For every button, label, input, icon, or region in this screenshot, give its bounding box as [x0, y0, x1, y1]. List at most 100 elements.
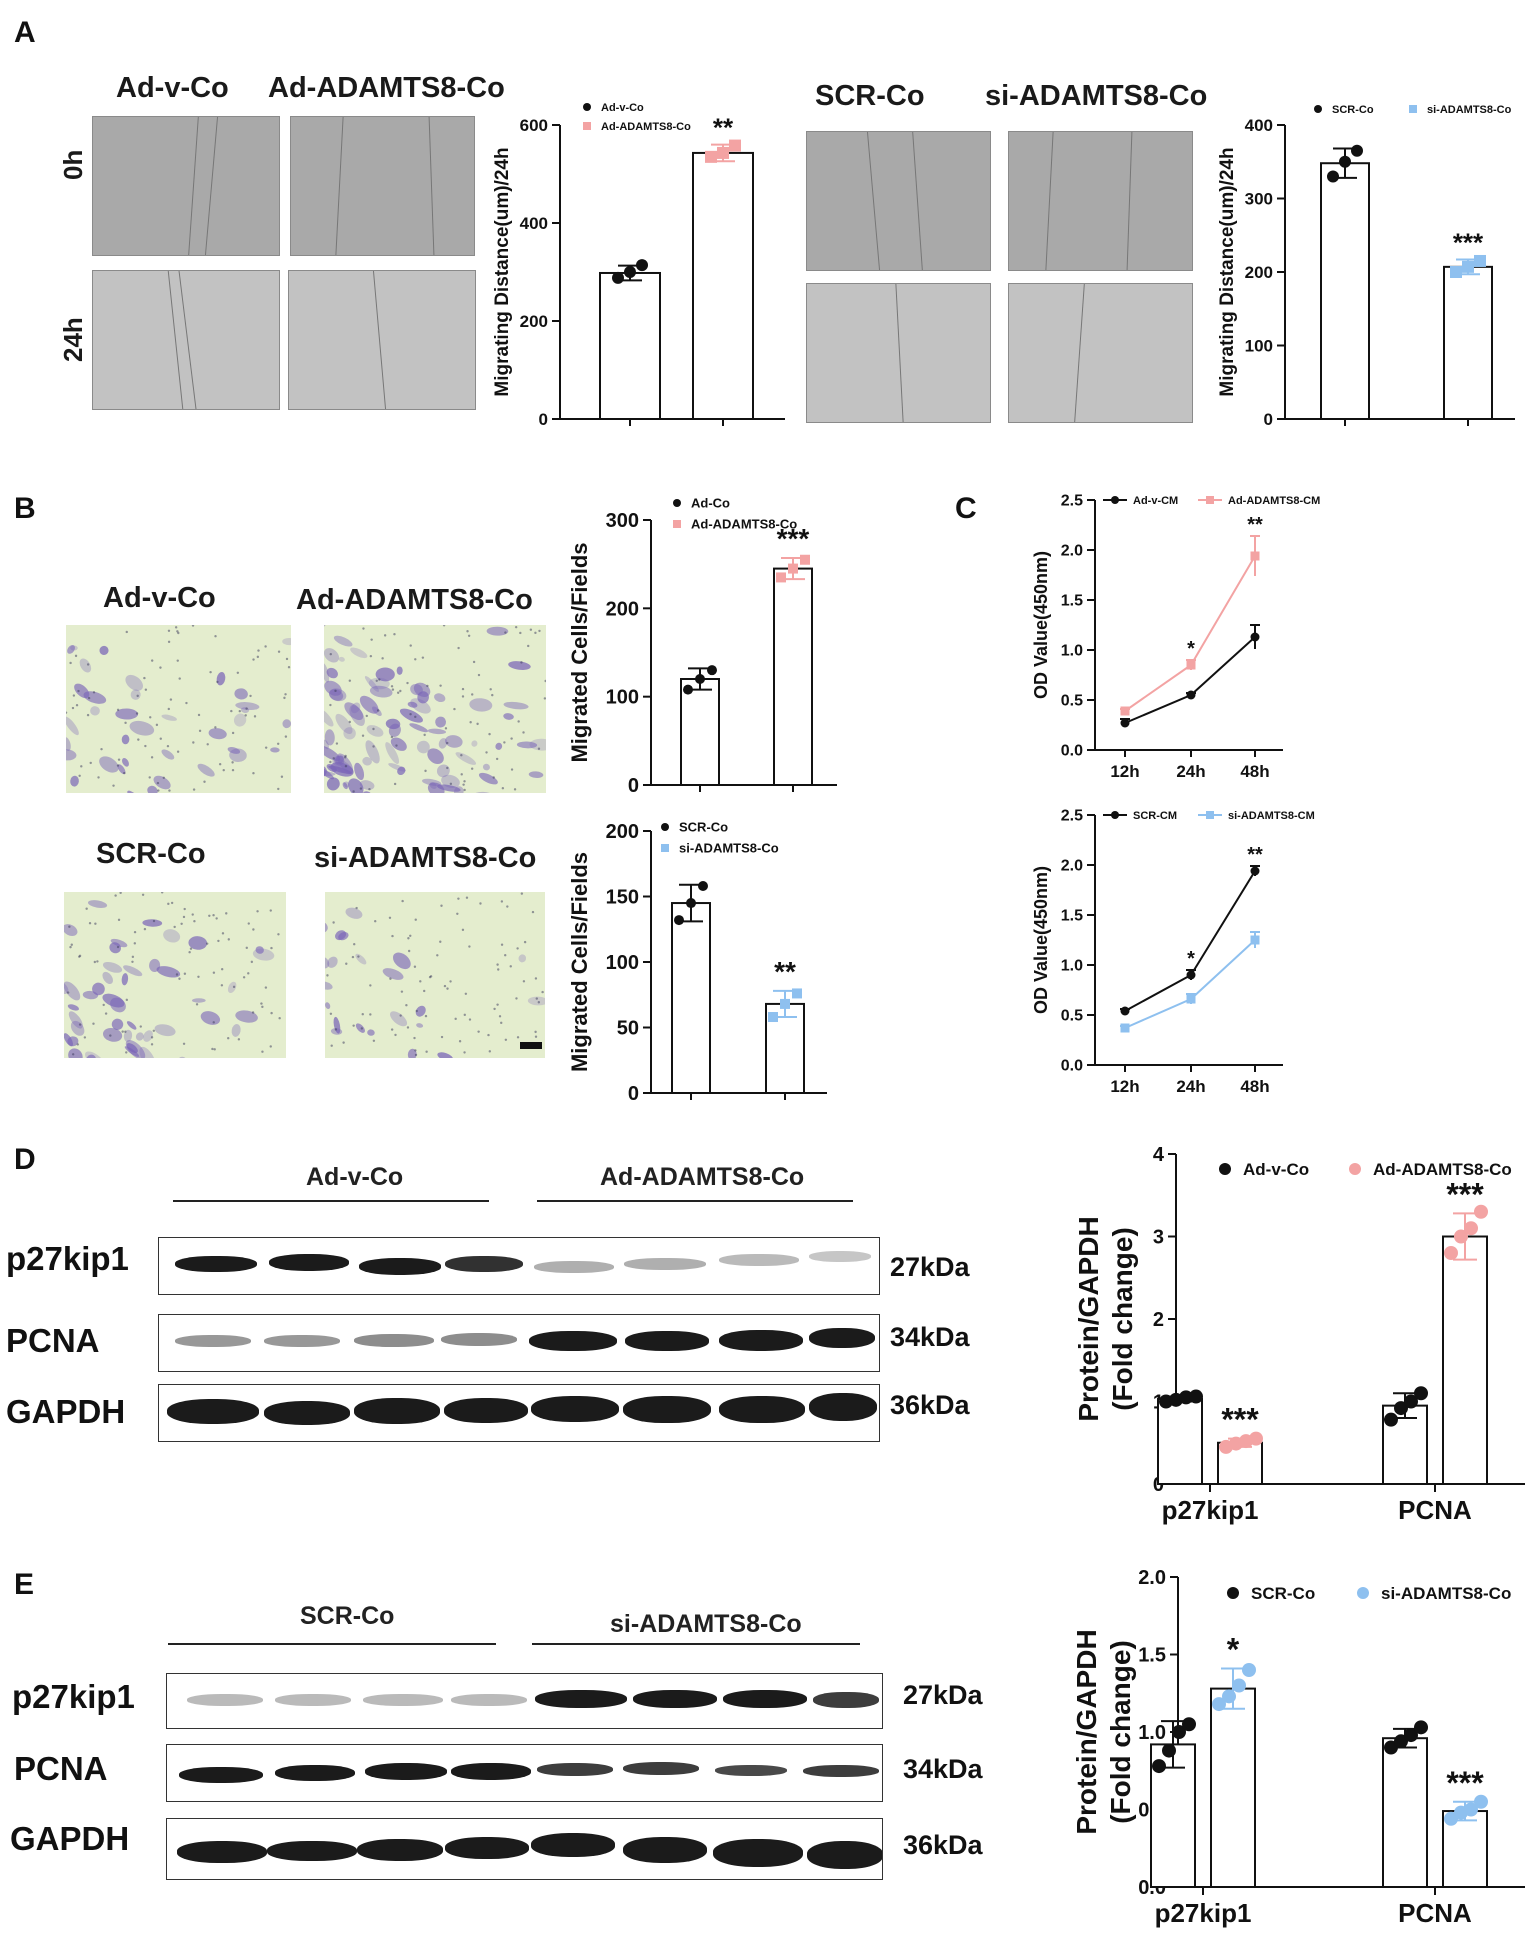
membrane-pore: [463, 780, 466, 783]
membrane-pore: [231, 761, 234, 764]
data-point: [1182, 1717, 1196, 1732]
stained-cell: [407, 1048, 417, 1058]
membrane-pore: [342, 1041, 345, 1044]
stained-cell: [344, 702, 364, 721]
y-axis-label-2: (Fold change): [1105, 1640, 1136, 1824]
membrane-pore: [183, 972, 187, 975]
membrane-pore: [414, 918, 417, 921]
membrane-pore: [189, 947, 193, 950]
stained-cell: [111, 1018, 124, 1030]
legend-label: Ad-Co: [691, 496, 730, 511]
d-kda-34: 34kDa: [890, 1322, 970, 1352]
legend-label: SCR-Co: [1251, 1584, 1315, 1603]
membrane-pore: [176, 659, 179, 662]
d-group2-bar: [537, 1200, 853, 1202]
membrane-pore: [468, 1018, 472, 1021]
data-point: [1120, 1023, 1130, 1033]
membrane-pore: [178, 977, 181, 980]
membrane-pore: [439, 940, 442, 943]
stained-cell: [416, 1023, 424, 1028]
membrane-pore: [245, 707, 248, 710]
stained-cell: [427, 782, 445, 793]
membrane-pore: [175, 973, 179, 976]
membrane-pore: [143, 676, 146, 680]
stained-cell: [434, 693, 446, 703]
data-point: [1464, 1802, 1478, 1817]
stained-cell: [435, 716, 446, 728]
panel-label-c: C: [955, 492, 977, 525]
y-tick-label: 2.0: [1061, 543, 1083, 560]
membrane-pore: [277, 933, 280, 936]
membrane-pore: [465, 896, 469, 899]
stained-cell: [445, 735, 463, 748]
membrane-pore: [523, 940, 527, 944]
y-tick-label: 0.5: [1061, 693, 1083, 710]
membrane-pore: [381, 657, 384, 660]
stained-cell: [109, 942, 121, 954]
y-tick-label: 2.5: [1061, 493, 1083, 510]
membrane-pore: [257, 649, 260, 652]
membrane-pore: [495, 757, 499, 761]
data-point: [1250, 866, 1260, 876]
membrane-pore: [75, 703, 79, 707]
stained-cell: [125, 1040, 146, 1058]
y-tick-label: 0: [1153, 1474, 1164, 1496]
membrane-pore: [173, 925, 176, 929]
panel-label-a: A: [14, 16, 36, 49]
stained-cell: [362, 756, 372, 766]
membrane-pore: [497, 968, 500, 971]
stained-cell: [227, 747, 241, 754]
y-tick-label: 2: [1153, 1309, 1164, 1331]
data-point: [1384, 1412, 1398, 1427]
membrane-pore: [244, 714, 247, 717]
scratch-image-si-24h: [1008, 283, 1193, 423]
scratch-image-ad-adamts8-0h: [290, 116, 475, 256]
stained-cell: [335, 755, 344, 764]
membrane-pore: [463, 1051, 466, 1054]
chart-b1-migrated-cells: 0 100 200 300 Migrated Cells/Fields *** Ad-Co A…: [567, 496, 837, 795]
stained-cell: [216, 672, 226, 686]
chart-a2-migrating-distance: 0 100 200 300 400 Migrating Distance(um)/24h *…: [1217, 104, 1515, 429]
membrane-pore: [477, 1030, 480, 1033]
membrane-pore: [256, 910, 259, 913]
stained-cell: [147, 785, 158, 793]
stained-cell: [415, 1005, 426, 1017]
membrane-pore: [400, 990, 404, 993]
significance-mark: ***: [1446, 1176, 1484, 1212]
membrane-pore: [472, 660, 476, 664]
membrane-pore: [393, 632, 396, 636]
membrane-pore: [208, 914, 211, 917]
membrane-pore: [277, 650, 281, 653]
stained-cell: [410, 683, 423, 696]
stained-cell: [324, 739, 329, 750]
data-point: [1232, 1678, 1246, 1693]
stained-cell: [325, 981, 333, 990]
stained-cell: [161, 714, 177, 721]
membrane-pore: [133, 930, 137, 934]
membrane-pore: [395, 744, 398, 747]
stained-cell: [115, 708, 139, 720]
membrane-pore: [198, 729, 202, 733]
scratch-image-scr-0h: [806, 131, 991, 271]
stained-cell: [416, 740, 430, 754]
stained-cell: [92, 982, 105, 996]
series-line: [1124, 870, 1256, 1012]
stained-cell: [99, 645, 109, 656]
membrane-pore: [252, 658, 255, 661]
stained-cell: [503, 701, 529, 710]
membrane-pore: [188, 951, 191, 954]
membrane-pore: [468, 945, 471, 948]
membrane-pore: [192, 741, 195, 744]
significance-mark: ***: [1221, 1402, 1259, 1438]
stained-cell: [367, 1029, 375, 1036]
data-point: [1474, 1794, 1488, 1809]
membrane-pore: [137, 738, 140, 741]
data-point: [1242, 1663, 1256, 1677]
stained-cell: [385, 742, 400, 764]
stained-cell: [87, 900, 108, 909]
y-tick-label: 100: [606, 952, 639, 974]
d-blot-pcna: [158, 1314, 880, 1372]
membrane-pore: [117, 758, 121, 761]
membrane-pore: [423, 989, 426, 993]
membrane-pore: [534, 1035, 538, 1038]
